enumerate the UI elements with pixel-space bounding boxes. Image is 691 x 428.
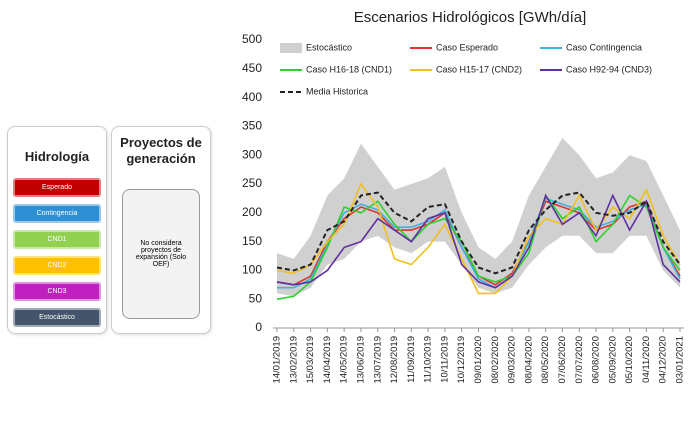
x-tick-label: 09/03/2020 — [507, 336, 518, 384]
panel-title: Proyectos de generación — [120, 135, 202, 166]
y-tick-label: 50 — [249, 291, 263, 305]
x-tick-label: 10/12/2019 — [456, 336, 467, 384]
x-tick-label: 09/01/2020 — [473, 336, 484, 384]
scenario-button[interactable]: CND1 — [13, 230, 101, 249]
legend-swatch — [280, 43, 302, 53]
legend-label: Caso H16-18 (CND1) — [306, 64, 392, 74]
y-tick-label: 350 — [242, 119, 262, 133]
x-tick-label: 13/06/2019 — [355, 336, 366, 384]
x-tick-label: 08/02/2020 — [490, 336, 501, 384]
legend-label: Caso H15-17 (CND2) — [436, 64, 522, 74]
x-tick-label: 08/04/2020 — [523, 336, 534, 384]
projects-panel: Proyectos de generación No considera pro… — [111, 126, 211, 334]
y-tick-label: 500 — [242, 32, 262, 46]
x-tick-label: 11/10/2019 — [423, 336, 434, 383]
hydrology-panel: Hidrología Esperado Contingencia CND1 CN… — [7, 126, 107, 334]
x-tick-label: 13/02/2019 — [288, 336, 299, 384]
y-tick-label: 450 — [242, 61, 262, 75]
band-area — [277, 137, 680, 297]
legend-label: Estocástico — [306, 42, 352, 52]
x-tick-label: 04/12/2020 — [658, 336, 669, 384]
scenario-button[interactable]: Contingencia — [13, 204, 101, 223]
y-tick-label: 100 — [242, 263, 262, 277]
x-tick-label: 04/11/2020 — [641, 336, 652, 383]
series-line — [277, 197, 681, 289]
series-line — [276, 191, 681, 275]
x-tick-label: 15/03/2019 — [305, 336, 316, 384]
x-tick-label: 14/04/2019 — [322, 336, 333, 384]
y-tick-label: 150 — [242, 234, 262, 248]
x-tick-label: 07/06/2020 — [557, 336, 568, 384]
x-tick-label: 07/07/2020 — [574, 336, 585, 384]
x-tick-label: 13/07/2019 — [372, 336, 383, 384]
series-line — [276, 193, 681, 289]
x-tick-label: 12/08/2019 — [389, 336, 400, 384]
legend-label: Media Historica — [306, 86, 368, 96]
x-tick-label: 05/09/2020 — [607, 336, 618, 384]
x-tick-label: 14/05/2019 — [339, 336, 350, 384]
x-tick-label: 11/09/2019 — [406, 336, 417, 383]
y-tick-label: 400 — [242, 90, 262, 104]
series-line — [276, 182, 681, 295]
x-tick-label: 10/11/2019 — [439, 336, 450, 383]
y-tick-label: 250 — [242, 176, 262, 190]
scenario-button[interactable]: Esperado — [13, 178, 101, 197]
y-tick-label: 300 — [242, 147, 262, 161]
x-tick-label: 05/10/2020 — [624, 336, 635, 384]
x-tick-label: 14/01/2019 — [272, 336, 283, 384]
projects-note: No considera proyectos de expansión (Sol… — [122, 189, 200, 319]
legend-label: Caso H92-94 (CND3) — [566, 64, 652, 74]
y-tick-label: 0 — [255, 320, 262, 334]
x-tick-label: 03/01/2021 — [675, 336, 686, 384]
scenario-button[interactable]: Estocástico — [13, 308, 101, 327]
x-tick-label: 06/08/2020 — [591, 336, 602, 384]
series-line — [276, 193, 681, 300]
panel-title: Hidrología — [24, 149, 90, 164]
legend-label: Caso Esperado — [436, 42, 498, 52]
button-list: Esperado Contingencia CND1 CND2 CND3 Est… — [8, 178, 106, 327]
x-tick-label: 08/05/2020 — [540, 336, 551, 384]
y-tick-label: 200 — [242, 205, 262, 219]
legend-label: Caso Contingencia — [566, 42, 642, 52]
scenario-button[interactable]: CND2 — [13, 256, 101, 275]
scenario-button[interactable]: CND3 — [13, 282, 101, 301]
chart-title: Escenarios Hidrológicos [GWh/día] — [354, 9, 587, 26]
